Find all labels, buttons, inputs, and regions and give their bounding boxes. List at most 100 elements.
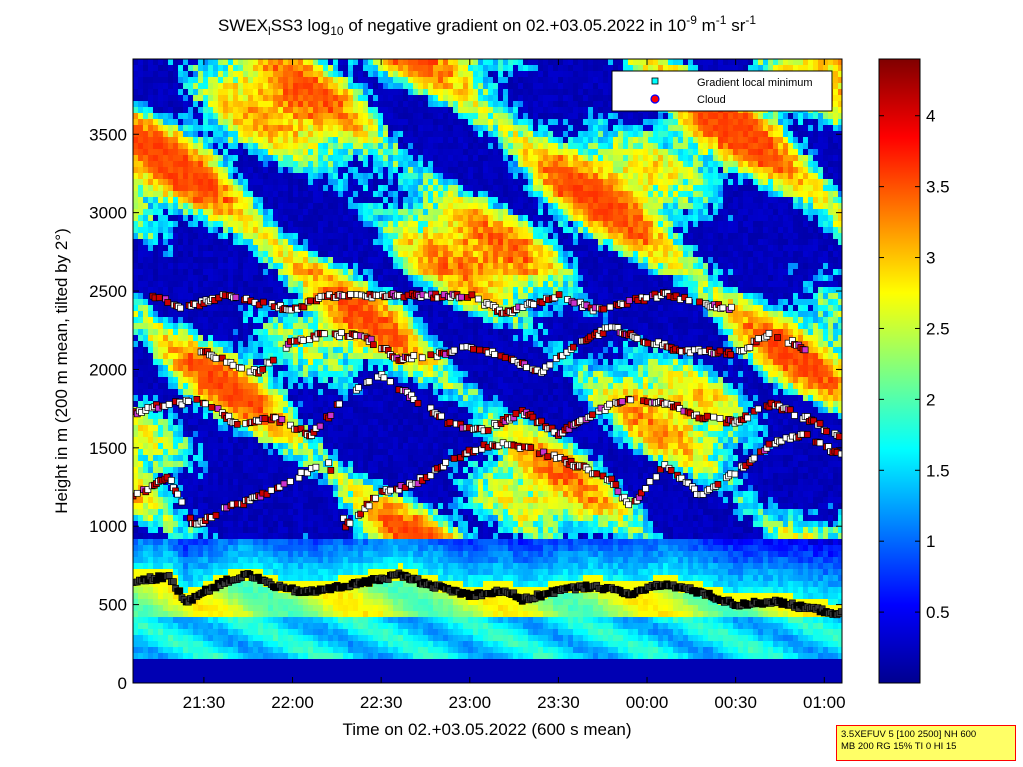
heatmap-cell	[203, 659, 209, 666]
heatmap-cell	[183, 617, 189, 624]
heatmap-cell	[133, 341, 139, 348]
heatmap-cell	[338, 479, 344, 486]
heatmap-cell	[258, 437, 264, 444]
heatmap-cell	[248, 107, 254, 114]
heatmap-cell	[198, 263, 204, 270]
heatmap-cell	[233, 167, 239, 174]
heatmap-cell	[333, 161, 339, 168]
heatmap-cell	[368, 83, 374, 90]
heatmap-cell	[233, 281, 239, 288]
heatmap-cell	[198, 167, 204, 174]
heatmap-cell	[283, 311, 289, 318]
heatmap-cell	[293, 371, 299, 378]
heatmap-cell	[158, 635, 164, 642]
heatmap-cell	[143, 149, 149, 156]
heatmap-cell	[263, 59, 269, 66]
heatmap-cell	[238, 311, 244, 318]
heatmap-cell	[323, 89, 329, 96]
heatmap-cell	[153, 125, 159, 132]
heatmap-cell	[308, 251, 314, 258]
heatmap-cell	[318, 623, 324, 630]
heatmap-cell	[208, 521, 214, 528]
heatmap-cell	[318, 509, 324, 516]
heatmap-cell	[158, 191, 164, 198]
heatmap-cell	[133, 161, 139, 168]
heatmap-cell	[258, 677, 264, 683]
heatmap-cell	[358, 119, 364, 126]
heatmap-cell	[318, 617, 324, 624]
heatmap-cell	[333, 653, 339, 660]
heatmap-cell	[183, 491, 189, 498]
heatmap-cell	[333, 497, 339, 504]
heatmap-cell	[358, 437, 364, 444]
heatmap-cell	[248, 659, 254, 666]
heatmap-cell	[353, 545, 359, 552]
heatmap-cell	[243, 185, 249, 192]
heatmap-cell	[228, 617, 234, 624]
heatmap-cell	[228, 137, 234, 144]
heatmap-cell	[203, 425, 209, 432]
heatmap-cell	[203, 65, 209, 72]
heatmap-cell	[273, 629, 279, 636]
heatmap-cell	[238, 677, 244, 683]
heatmap-cell	[248, 563, 254, 570]
heatmap-cell	[313, 317, 319, 324]
heatmap-cell	[368, 125, 374, 132]
heatmap-cell	[363, 71, 369, 78]
heatmap-cell	[288, 149, 294, 156]
heatmap-cell	[368, 329, 374, 336]
heatmap-cell	[178, 329, 184, 336]
heatmap-cell	[203, 599, 209, 606]
heatmap-cell	[283, 665, 289, 672]
heatmap-cell	[358, 251, 364, 258]
heatmap-cell	[203, 653, 209, 660]
heatmap-cell	[143, 191, 149, 198]
heatmap-cell	[183, 647, 189, 654]
heatmap-cell	[353, 653, 359, 660]
heatmap-cell	[278, 221, 284, 228]
heatmap-cell	[273, 245, 279, 252]
heatmap-cell	[273, 623, 279, 630]
heatmap-cell	[223, 221, 229, 228]
heatmap-cell	[278, 671, 284, 678]
heatmap-cell	[303, 503, 309, 510]
heatmap-cell	[288, 125, 294, 132]
heatmap-cell	[313, 665, 319, 672]
heatmap-cell	[303, 407, 309, 414]
heatmap-cell	[313, 197, 319, 204]
heatmap-cell	[258, 587, 264, 594]
heatmap-cell	[183, 341, 189, 348]
heatmap-cell	[293, 413, 299, 420]
heatmap-cell	[258, 215, 264, 222]
heatmap-cell	[353, 623, 359, 630]
heatmap-cell	[328, 365, 334, 372]
heatmap-cell	[283, 557, 289, 564]
heatmap-cell	[243, 413, 249, 420]
heatmap-cell	[303, 473, 309, 480]
heatmap-cell	[153, 359, 159, 366]
heatmap-cell	[228, 515, 234, 522]
heatmap-cell	[343, 71, 349, 78]
heatmap-cell	[248, 431, 254, 438]
heatmap-cell	[288, 395, 294, 402]
heatmap-cell	[218, 83, 224, 90]
heatmap-cell	[218, 281, 224, 288]
heatmap-cell	[323, 257, 329, 264]
heatmap	[133, 59, 842, 683]
heatmap-cell	[228, 233, 234, 240]
heatmap-cell	[253, 611, 259, 618]
heatmap-cell	[173, 611, 179, 618]
heatmap-cell	[328, 455, 334, 462]
heatmap-cell	[138, 617, 144, 624]
heatmap-cell	[198, 65, 204, 72]
heatmap-cell	[343, 497, 349, 504]
heatmap-cell	[153, 107, 159, 114]
heatmap-cell	[273, 425, 279, 432]
heatmap-cell	[183, 263, 189, 270]
heatmap-cell	[188, 563, 194, 570]
heatmap-cell	[213, 347, 219, 354]
heatmap-cell	[313, 407, 319, 414]
heatmap-cell	[358, 521, 364, 528]
heatmap-cell	[238, 269, 244, 276]
heatmap-cell	[278, 491, 284, 498]
